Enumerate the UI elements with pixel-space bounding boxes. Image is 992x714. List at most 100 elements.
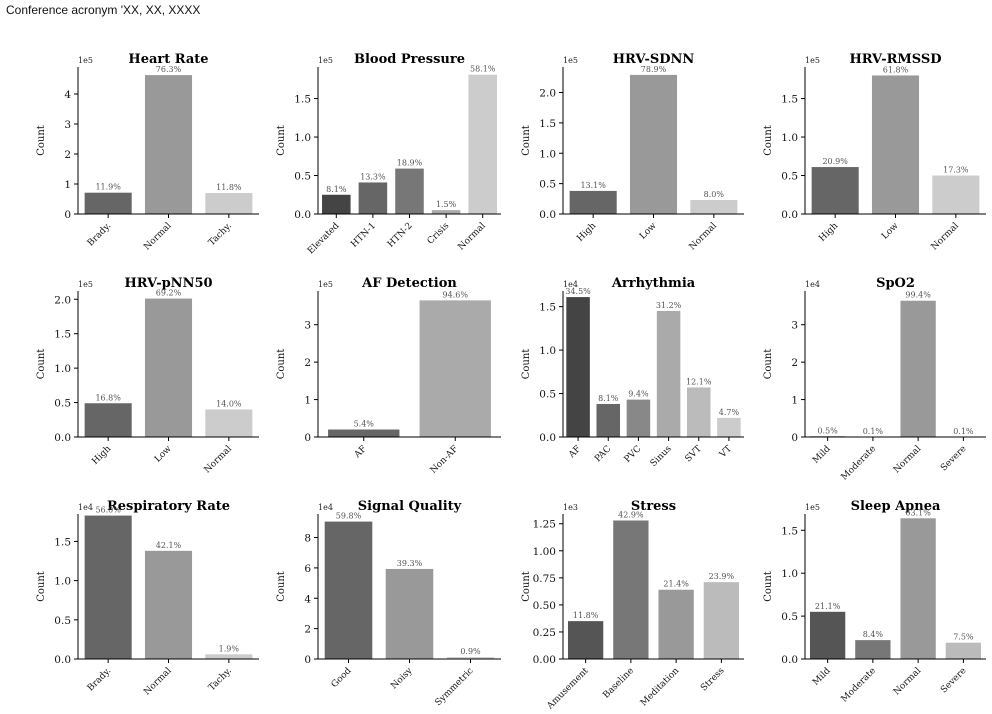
chart-6-bar-label-4: 12.1% [686, 377, 712, 386]
chart-10-ylabel: Count [521, 571, 532, 602]
chart-7-bar-label-0: 0.5% [817, 426, 838, 435]
chart-7-bar-2 [900, 300, 936, 437]
chart-11-xtick-label-3: Severe [939, 666, 968, 695]
chart-2-xtick-label-0: High [575, 221, 598, 244]
chart-1-xtick-label-0: Elevated [306, 221, 341, 256]
chart-11-xtick-label-2: Normal [892, 666, 923, 697]
chart-5-exponent-label: 1e5 [318, 280, 333, 289]
chart-6-bar-label-2: 9.4% [628, 390, 649, 399]
chart-3-xtick-label-2: Normal [930, 221, 961, 252]
chart-6-xtick-label-3: Sinus [649, 444, 674, 469]
chart-11-exponent-label: 1e5 [805, 503, 820, 512]
chart-1-xtick-label-3: Crisis [426, 221, 452, 247]
chart-0-ytick-label-3: 3 [64, 119, 71, 131]
chart-10-ytick-label-0: 0.00 [533, 654, 556, 666]
chart-2-ytick-label-4: 2.0 [539, 88, 556, 100]
chart-0-xtick-label-2: Tachy. [207, 221, 234, 248]
chart-11-bar-label-3: 7.5% [953, 633, 974, 642]
chart-1-bar-4 [468, 74, 497, 214]
chart-11-bar-0 [809, 611, 846, 659]
chart-4-bar-1 [144, 298, 193, 437]
chart-8-xtick-label-0: Brady. [86, 666, 114, 694]
chart-10-ytick-label-3: 0.75 [533, 573, 556, 585]
chart-10-bar-label-3: 23.9% [709, 572, 735, 581]
chart-6-bar-1 [596, 403, 621, 437]
chart-6-ytick-label-3: 1.5 [539, 302, 556, 314]
chart-7-bar-label-2: 99.4% [905, 291, 931, 300]
chart-9-ylabel: Count [276, 571, 287, 602]
chart-9-bar-label-1: 39.3% [397, 559, 423, 568]
page-header: Conference acronym 'XX, XX, XXXX [6, 3, 201, 17]
chart-11-bar-label-2: 63.1% [905, 508, 931, 517]
chart-11-xtick-label-1: Moderate [840, 666, 878, 704]
chart-8-bar-label-2: 1.9% [219, 644, 240, 653]
chart-3-ylabel: Count [763, 125, 774, 156]
chart-10-xtick-label-3: Stress [699, 666, 727, 694]
chart-9-exponent-label: 1e4 [318, 503, 333, 512]
chart-4-bar-2 [205, 409, 253, 437]
chart-7-ytick-label-3: 3 [791, 320, 798, 332]
chart-3-bar-label-1: 61.8% [883, 65, 909, 74]
chart-0-bar-label-0: 11.9% [95, 183, 121, 192]
chart-11-ytick-label-2: 1.0 [781, 568, 798, 580]
chart-1-xtick-label-4: Normal [456, 221, 487, 252]
chart-9-ytick-label-3: 6 [304, 563, 311, 575]
chart-9-bar-1 [385, 568, 434, 659]
chart-6-ytick-label-1: 0.5 [539, 389, 556, 401]
chart-10-ytick-label-1: 0.25 [533, 627, 556, 639]
chart-7-ytick-label-0: 0 [791, 432, 798, 444]
chart-5-bar-1 [419, 300, 491, 437]
chart-1-ytick-label-3: 1.5 [294, 94, 311, 106]
chart-10-bar-1 [613, 520, 649, 659]
chart-1-bar-3 [431, 210, 461, 214]
chart-7-xtick-label-1: Moderate [840, 444, 878, 482]
chart-9-bar-2 [446, 657, 495, 659]
chart-8-bar-2 [205, 654, 253, 659]
chart-10-bar-3 [703, 582, 740, 659]
chart-3-ytick-label-1: 0.5 [781, 171, 798, 183]
chart-11-bar-1 [855, 640, 891, 659]
chart-6-ytick-label-0: 0.0 [539, 432, 556, 444]
chart-1-ytick-label-2: 1.0 [294, 132, 311, 144]
chart-10-title: Stress [631, 499, 676, 514]
chart-7-ylabel: Count [763, 349, 774, 380]
chart-3-xtick-label-0: High [817, 221, 840, 244]
chart-10-ytick-label-5: 1.25 [533, 519, 556, 531]
chart-0-ylabel: Count [36, 125, 47, 156]
chart-2-bar-label-0: 13.1% [580, 181, 606, 190]
chart-7-xtick-label-3: Severe [939, 444, 968, 473]
chart-11-ytick-label-0: 0.0 [781, 654, 798, 666]
chart-5-ylabel: Count [276, 349, 287, 380]
chart-6-xtick-label-0: AF [566, 444, 583, 461]
chart-8-ytick-label-0: 0.0 [54, 654, 71, 666]
chart-10-bar-label-0: 11.8% [573, 611, 599, 620]
chart-3-ytick-label-2: 1.0 [781, 132, 798, 144]
chart-1-bar-label-0: 8.1% [326, 185, 347, 194]
chart-0-ytick-label-4: 4 [64, 89, 71, 101]
chart-3-bar-label-2: 17.3% [943, 166, 969, 175]
chart-9-bar-label-0: 59.8% [336, 512, 362, 521]
chart-3-exponent-label: 1e5 [805, 56, 820, 65]
chart-6-ylabel: Count [521, 349, 532, 380]
chart-10-bar-2 [658, 589, 694, 659]
chart-0-ytick-label-1: 1 [64, 179, 71, 191]
chart-11-bar-2 [900, 518, 936, 659]
chart-9-xtick-label-0: Good [330, 666, 354, 690]
chart-0-xtick-label-0: Brady. [86, 221, 114, 249]
chart-4-ytick-label-2: 1.0 [54, 363, 71, 375]
chart-1-bar-label-1: 13.3% [360, 172, 386, 181]
chart-9-xtick-label-1: Noisy [389, 665, 415, 691]
chart-5-title: AF Detection [361, 276, 457, 291]
chart-7-bar-label-1: 0.1% [863, 427, 884, 436]
chart-8-ytick-label-2: 1.0 [54, 576, 71, 588]
chart-8-exponent-label: 1e4 [78, 503, 93, 512]
chart-4-xtick-label-0: High [90, 444, 113, 467]
chart-8-xtick-label-2: Tachy. [207, 666, 234, 693]
chart-6-xtick-label-1: PAC [593, 444, 613, 464]
chart-0-xtick-label-1: Normal [142, 221, 173, 252]
chart-9-bar-label-2: 0.9% [460, 647, 481, 656]
chart-0-ytick-label-0: 0 [64, 209, 71, 221]
chart-10-bar-label-2: 21.4% [663, 580, 689, 589]
chart-6-bar-label-5: 4.7% [719, 408, 740, 417]
